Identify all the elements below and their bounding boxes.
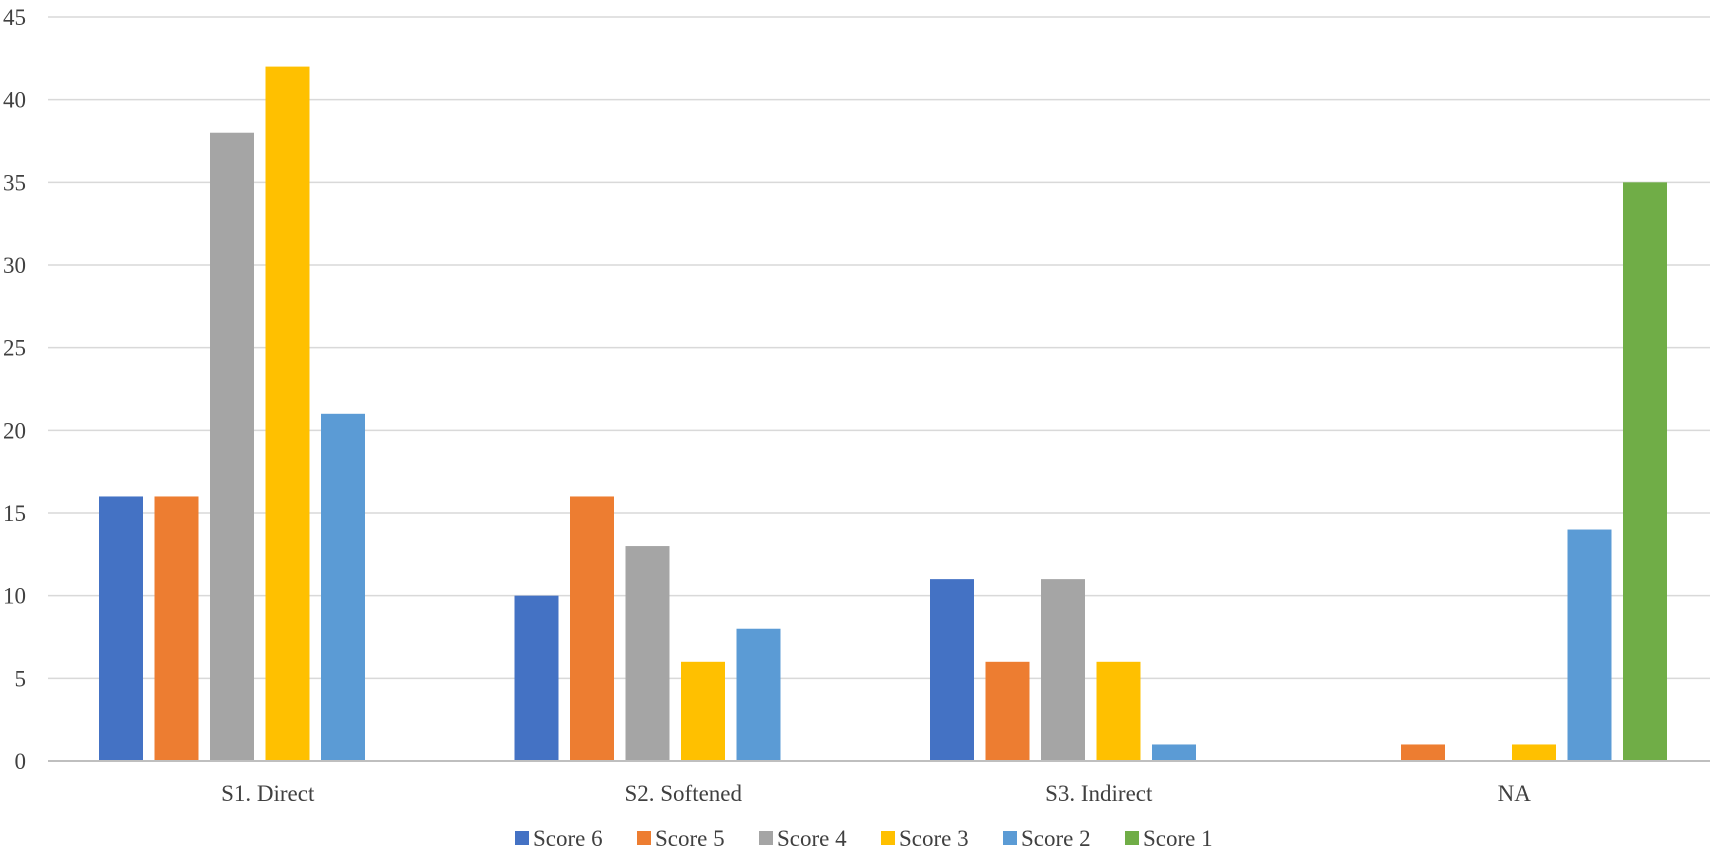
x-category-label: S3. Indirect xyxy=(1045,781,1153,806)
legend-label: Score 4 xyxy=(777,826,847,851)
legend-label: Score 6 xyxy=(533,826,603,851)
bar-score-4-3 xyxy=(1041,579,1085,761)
y-tick-label: 25 xyxy=(3,336,26,361)
y-tick-label: 45 xyxy=(3,5,26,30)
y-tick-label: 30 xyxy=(3,253,26,278)
bar-score-4-2 xyxy=(625,546,670,761)
x-category-label: S1. Direct xyxy=(221,781,315,806)
legend-swatch xyxy=(1003,831,1017,845)
y-tick-label: 5 xyxy=(15,666,27,691)
legend-label: Score 3 xyxy=(899,826,969,851)
y-tick-label: 10 xyxy=(3,584,26,609)
legend-label: Score 1 xyxy=(1143,826,1213,851)
legend-swatch xyxy=(637,831,651,845)
bar-score-5-1 xyxy=(154,496,199,761)
category-labels: S1. Direct S2. Softened S3. Indirect NA xyxy=(221,781,1531,806)
y-tick-label: 15 xyxy=(3,501,26,526)
legend-label: Score 2 xyxy=(1021,826,1091,851)
bar-score-5-4 xyxy=(1401,744,1445,761)
bar-score-3-2 xyxy=(681,661,725,761)
bar-score-2-1 xyxy=(321,413,365,761)
bar-score-5-3 xyxy=(985,661,1030,761)
legend-swatch xyxy=(1125,831,1139,845)
x-category-label: S2. Softened xyxy=(624,781,742,806)
legend-swatch xyxy=(881,831,895,845)
bar-score-2-2 xyxy=(736,628,781,761)
legend-swatch xyxy=(759,831,773,845)
y-tick-label: 40 xyxy=(3,88,26,113)
bar-score-6-2 xyxy=(514,595,559,761)
y-tick-label: 0 xyxy=(15,749,27,774)
legend: Score 6 Score 5 Score 4 Score 3 Score 2 Score… xyxy=(515,826,1213,851)
bar-score-3-3 xyxy=(1096,661,1141,761)
bar-score-4-1 xyxy=(210,132,254,761)
y-axis-ticks: 0 5 10 15 20 25 30 35 40 45 xyxy=(3,5,26,774)
bar-score-5-2 xyxy=(570,496,614,761)
bar-score-3-4 xyxy=(1512,744,1556,761)
bar-score-6-1 xyxy=(99,496,143,761)
x-category-label: NA xyxy=(1498,781,1532,806)
bar-score-1-4 xyxy=(1623,182,1667,762)
bar-score-2-3 xyxy=(1152,744,1196,761)
y-tick-label: 35 xyxy=(3,170,26,195)
bar-score-6-3 xyxy=(930,579,974,761)
y-tick-label: 20 xyxy=(3,418,26,443)
bar-score-2-4 xyxy=(1567,529,1612,761)
legend-label: Score 5 xyxy=(655,826,725,851)
bar-score-3-1 xyxy=(265,66,310,762)
legend-swatch xyxy=(515,831,529,845)
bars xyxy=(99,66,1667,762)
